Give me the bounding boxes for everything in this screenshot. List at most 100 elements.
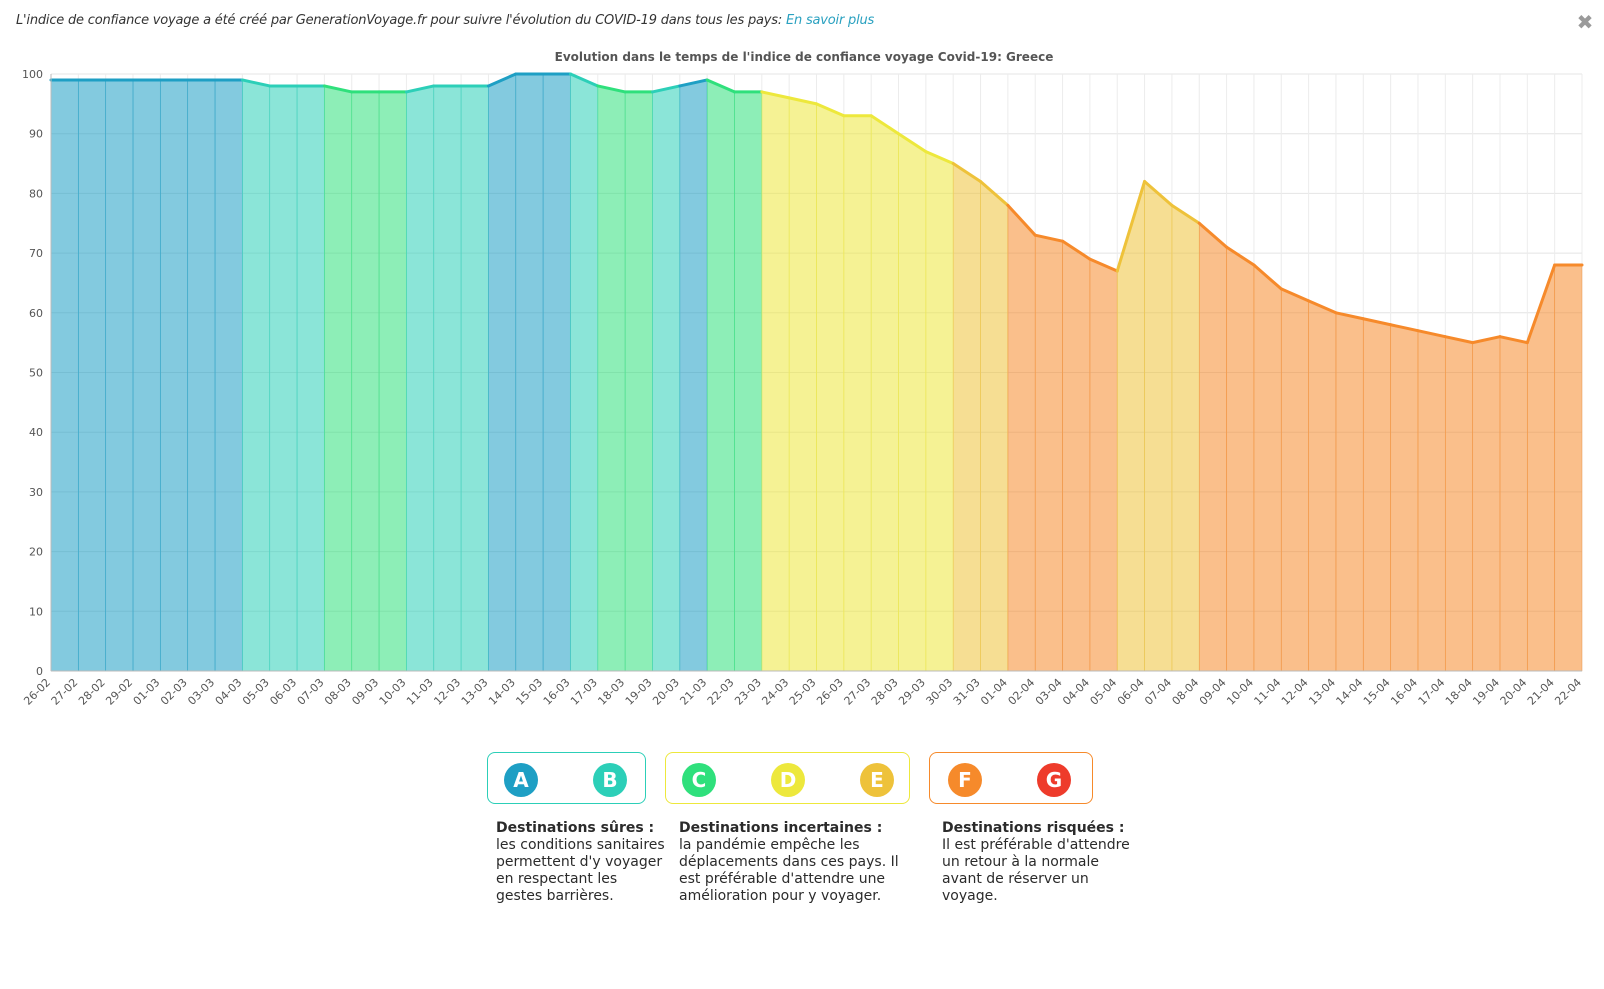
data-point[interactable]: [1058, 236, 1068, 246]
data-point[interactable]: [429, 81, 439, 91]
data-point[interactable]: [620, 87, 630, 97]
data-point[interactable]: [784, 93, 794, 103]
data-point[interactable]: [1522, 338, 1532, 348]
data-point[interactable]: [73, 75, 83, 85]
data-point[interactable]: [128, 75, 138, 85]
series-line-segment: [1443, 335, 1475, 345]
data-point[interactable]: [347, 87, 357, 97]
data-point[interactable]: [729, 87, 739, 97]
legend-title-uncertain: Destinations incertaines :: [679, 820, 883, 836]
data-point[interactable]: [894, 129, 904, 139]
learn-more-link[interactable]: En savoir plus: [785, 13, 875, 28]
x-tick-label: 18-04: [1443, 676, 1475, 708]
series-line-segment: [1307, 299, 1338, 315]
legend-text-uncertain: la pandémie empêche les déplacements dan…: [679, 837, 899, 904]
y-tick-label: 90: [29, 128, 43, 141]
area-segment: [706, 79, 735, 672]
area-segment: [542, 73, 571, 672]
legend-title-risky: Destinations risquées :: [942, 820, 1125, 836]
area-segment: [1198, 222, 1227, 672]
data-point[interactable]: [675, 81, 685, 91]
data-point[interactable]: [1550, 260, 1560, 270]
data-point[interactable]: [948, 159, 958, 169]
data-point[interactable]: [1304, 296, 1314, 306]
area-segment: [1280, 288, 1309, 672]
x-tick-label: 05-03: [240, 676, 272, 708]
x-tick-label: 13-04: [1306, 676, 1338, 708]
area-segment: [406, 85, 435, 672]
x-tick-label: 21-03: [677, 676, 709, 708]
x-tick-label: 12-04: [1279, 676, 1311, 708]
series-line-segment: [1170, 203, 1201, 225]
data-point[interactable]: [976, 176, 986, 186]
data-point[interactable]: [210, 75, 220, 85]
area-segment: [105, 79, 134, 672]
data-point[interactable]: [265, 81, 275, 91]
data-point[interactable]: [702, 75, 712, 85]
data-point[interactable]: [1413, 326, 1423, 336]
data-point[interactable]: [401, 87, 411, 97]
series-line-segment: [568, 72, 600, 88]
data-point[interactable]: [456, 81, 466, 91]
data-point[interactable]: [1030, 230, 1040, 240]
data-point[interactable]: [839, 111, 849, 121]
area-segment: [1089, 258, 1118, 672]
data-point[interactable]: [1085, 254, 1095, 264]
data-point[interactable]: [1194, 218, 1204, 228]
data-point[interactable]: [565, 69, 575, 79]
data-point[interactable]: [1276, 284, 1286, 294]
x-tick-label: 12-03: [431, 676, 463, 708]
x-tick-label: 31-03: [951, 676, 983, 708]
data-point[interactable]: [1577, 260, 1587, 270]
legend-text-safe: les conditions sanitaires permettent d'y…: [496, 837, 665, 904]
legend-desc-risky: Destinations risquées : Il est préférabl…: [942, 820, 1142, 905]
data-point[interactable]: [101, 75, 111, 85]
y-tick-label: 100: [22, 68, 43, 81]
area-segment: [515, 73, 544, 672]
data-point[interactable]: [155, 75, 165, 85]
data-point[interactable]: [1468, 338, 1478, 348]
data-point[interactable]: [812, 99, 822, 109]
data-point[interactable]: [593, 81, 603, 91]
data-point[interactable]: [1249, 260, 1259, 270]
data-point[interactable]: [483, 81, 493, 91]
area-segment: [1554, 264, 1583, 672]
data-point[interactable]: [1495, 332, 1505, 342]
data-point[interactable]: [1003, 200, 1013, 210]
data-point[interactable]: [319, 81, 329, 91]
data-point[interactable]: [757, 87, 767, 97]
x-tick-label: 09-04: [1197, 676, 1229, 708]
intro-sentence: L'indice de confiance voyage a été créé …: [16, 13, 783, 28]
data-point[interactable]: [1331, 308, 1341, 318]
data-point[interactable]: [647, 87, 657, 97]
data-point[interactable]: [1222, 242, 1232, 252]
data-point[interactable]: [374, 87, 384, 97]
data-point[interactable]: [1112, 266, 1122, 276]
x-tick-label: 16-03: [541, 676, 573, 708]
x-tick-label: 24-03: [759, 676, 791, 708]
grade-badge-c: C: [682, 763, 716, 797]
legend-group-uncertain: C D E: [665, 752, 910, 804]
data-point[interactable]: [921, 147, 931, 157]
data-point[interactable]: [1358, 314, 1368, 324]
area-segment: [50, 79, 79, 672]
data-point[interactable]: [538, 69, 548, 79]
data-point[interactable]: [1167, 200, 1177, 210]
x-tick-label: 22-04: [1552, 676, 1584, 708]
data-point[interactable]: [1140, 176, 1150, 186]
area-segment: [214, 79, 243, 672]
area-segment: [433, 85, 462, 672]
data-point[interactable]: [1440, 332, 1450, 342]
close-icon[interactable]: ✖: [1576, 10, 1594, 34]
data-point[interactable]: [1386, 320, 1396, 330]
data-point[interactable]: [511, 69, 521, 79]
data-point[interactable]: [866, 111, 876, 121]
area-segment: [761, 91, 790, 672]
data-point[interactable]: [237, 75, 247, 85]
series-line-segment: [1006, 203, 1037, 237]
y-tick-label: 50: [29, 367, 43, 380]
data-point[interactable]: [183, 75, 193, 85]
data-point[interactable]: [292, 81, 302, 91]
area-segment: [925, 151, 954, 672]
series-line-segment: [486, 72, 518, 88]
